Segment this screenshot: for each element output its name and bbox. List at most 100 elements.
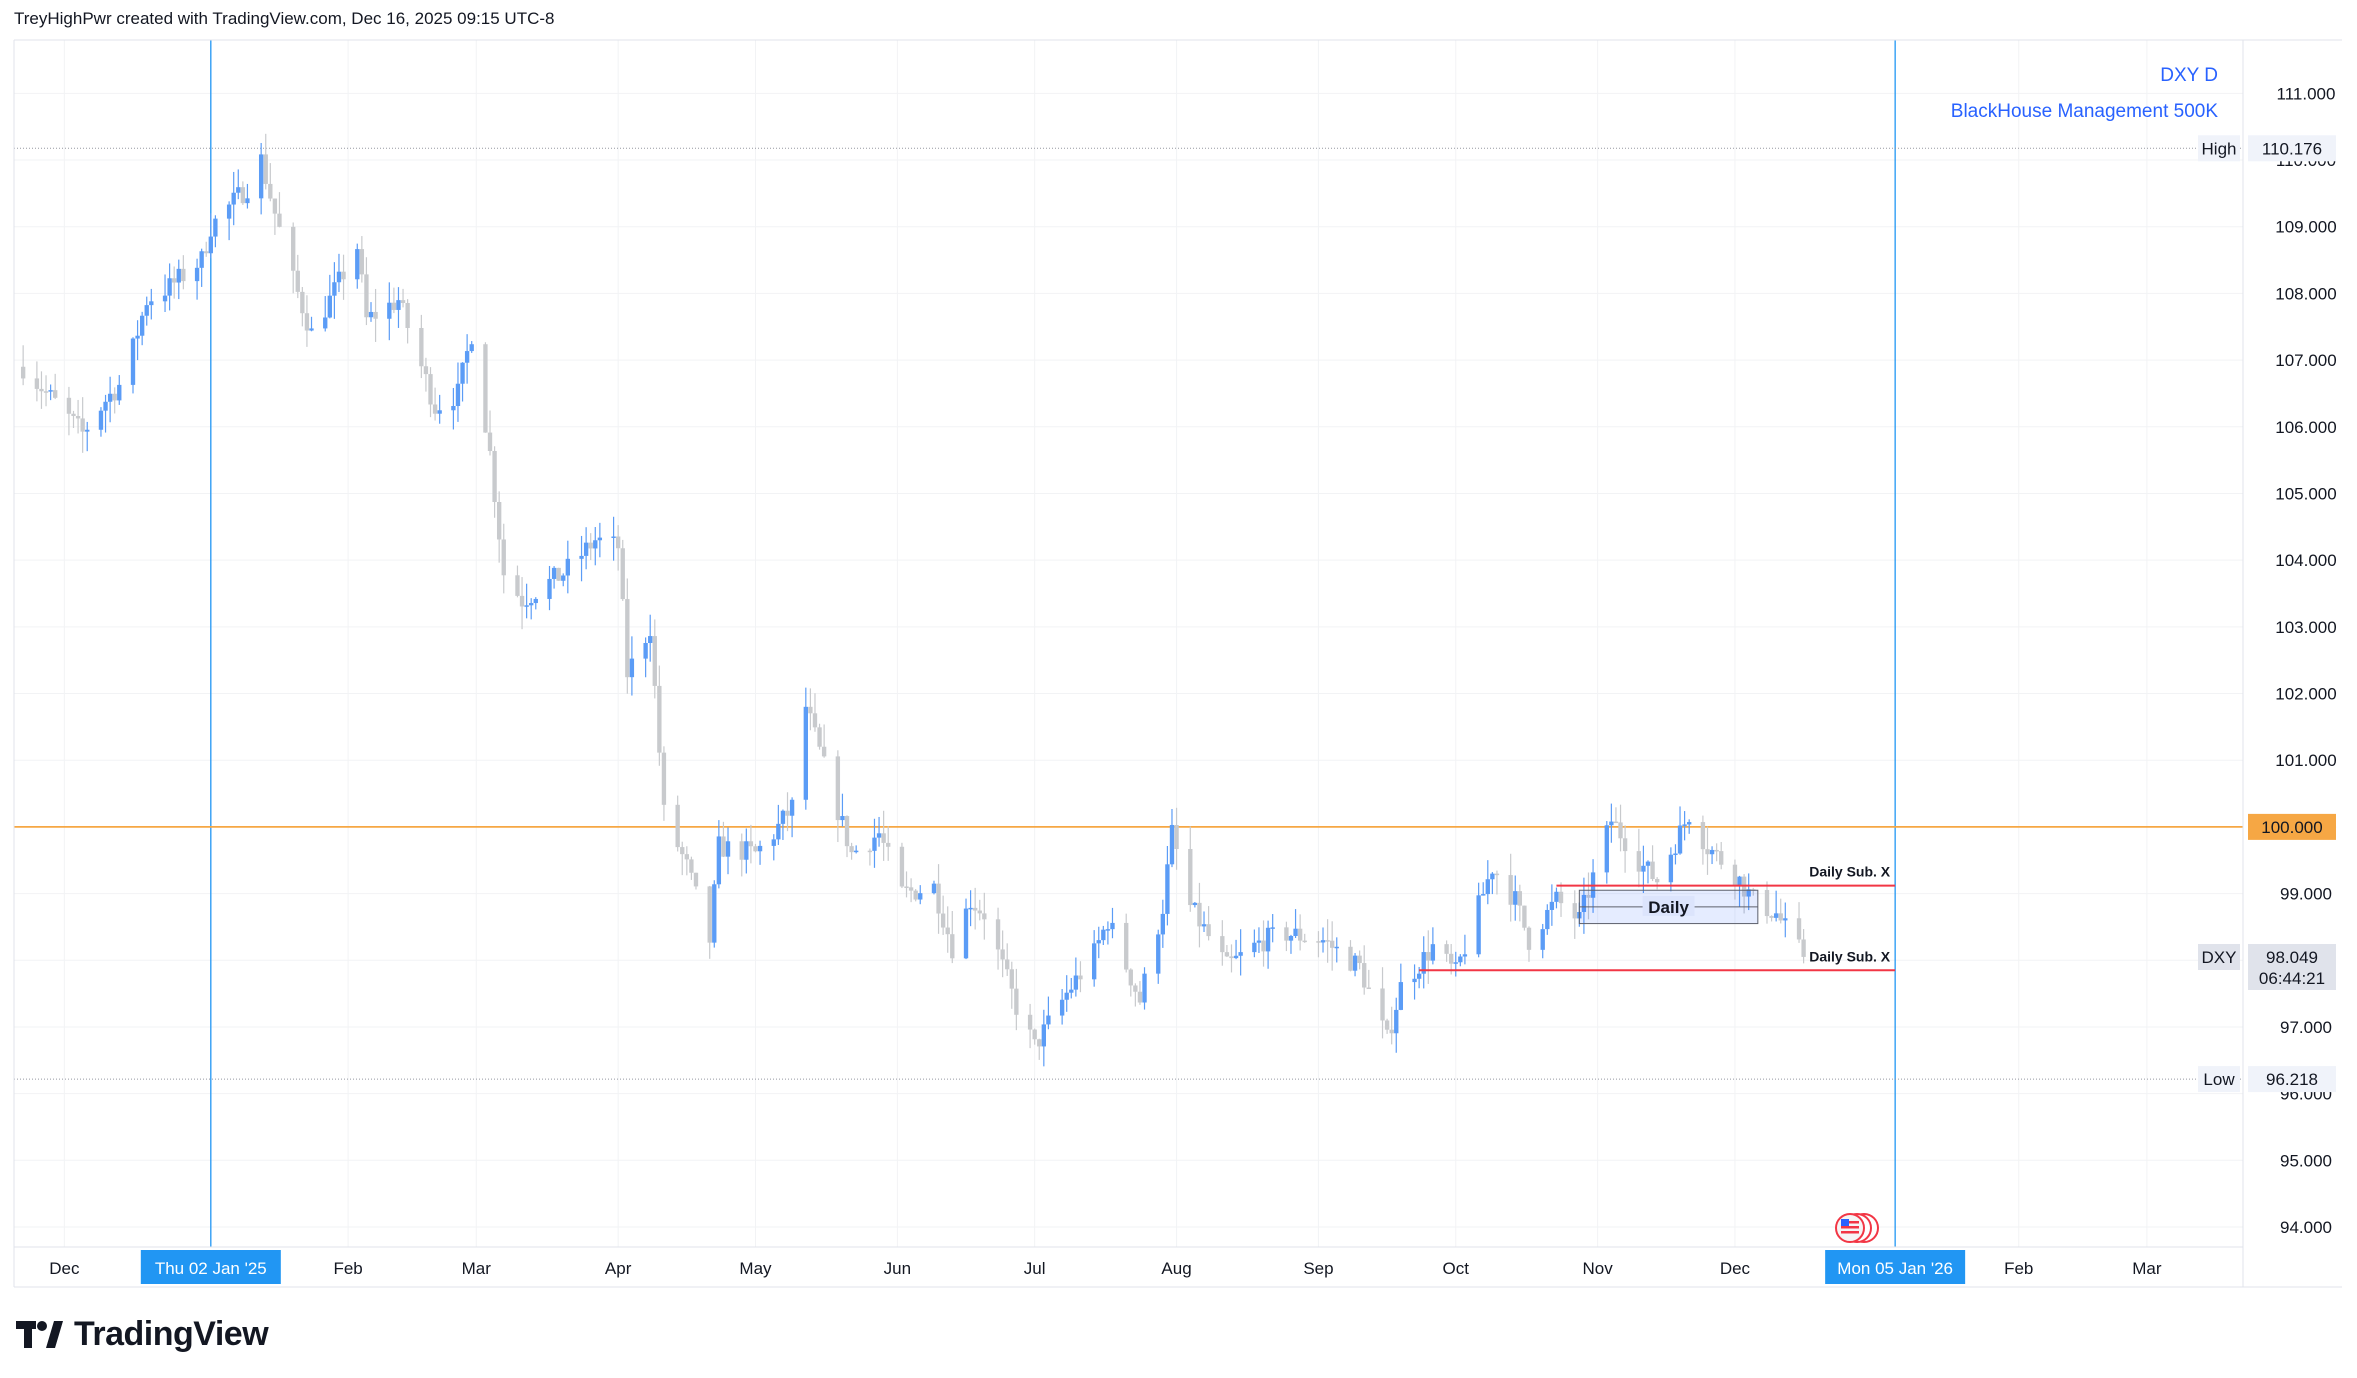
candle-body: [652, 636, 657, 686]
candle-body: [451, 406, 456, 411]
candle: [1169, 809, 1175, 868]
candle-body: [533, 598, 538, 604]
candle-body: [748, 841, 754, 847]
candle: [1032, 1028, 1037, 1045]
candle: [524, 583, 529, 619]
candle-body: [1481, 894, 1486, 896]
x-highlight-label[interactable]: Thu 02 Jan '25: [155, 1259, 267, 1278]
candle-body: [556, 567, 561, 581]
last-price-badge-tag: DXY: [2202, 948, 2237, 967]
candle: [1261, 920, 1266, 967]
high-badge-value: 110.176: [2262, 139, 2322, 158]
candle: [501, 523, 506, 594]
candle-body: [899, 846, 905, 887]
candle: [725, 827, 731, 875]
candle-body: [881, 833, 886, 843]
x-highlight-badge[interactable]: [1825, 1250, 1966, 1284]
candle-body: [1416, 973, 1422, 979]
legend-indicator[interactable]: BlackHouse Management 500K: [1951, 101, 2219, 122]
x-highlight-badge[interactable]: [140, 1250, 281, 1284]
candle-body: [1714, 849, 1719, 852]
candle-body: [1348, 946, 1353, 971]
candle: [355, 243, 360, 289]
price-axis[interactable]: 111.000110.000109.000108.000107.000106.0…: [2275, 84, 2336, 1237]
annotations[interactable]: Daily Daily Sub. X Daily Sub. X: [1419, 864, 1896, 972]
candle: [432, 387, 438, 421]
candle-body: [85, 429, 90, 432]
candle: [1302, 933, 1307, 943]
candle: [1091, 930, 1097, 987]
candle-body: [1064, 992, 1069, 1000]
level-lines: [14, 147, 2243, 1080]
y-tick-label: 94.000: [2280, 1218, 2332, 1237]
candle-body: [1526, 927, 1532, 950]
candle: [400, 288, 406, 308]
candle-body: [940, 913, 946, 928]
candle-body: [1513, 891, 1518, 905]
candle: [1549, 884, 1555, 926]
candle-body: [1426, 952, 1431, 961]
candle-body: [176, 268, 181, 283]
candle-body: [39, 388, 44, 392]
candle: [1705, 826, 1710, 875]
candle-body: [1719, 851, 1724, 865]
time-axis[interactable]: Dec Thu 02 Jan '25 Feb Mar Apr May Jun Jul Aug Se…: [49, 1250, 2162, 1284]
x-tick-label: Apr: [605, 1259, 632, 1278]
candle-body: [277, 213, 282, 227]
legend-symbol[interactable]: DXY D: [2160, 65, 2218, 86]
low-badge-tag-bg: [2198, 1066, 2240, 1093]
x-tick-label: Mar: [2132, 1259, 2162, 1278]
last-price-badge-value-bg: [2248, 943, 2336, 990]
candle: [1238, 929, 1243, 976]
candle-body: [432, 404, 438, 414]
us-flag-event-icon[interactable]: [1835, 1213, 1879, 1243]
candle: [1069, 977, 1074, 999]
candle: [771, 834, 776, 861]
x-highlight-label[interactable]: Mon 05 Jan '26: [1837, 1259, 1953, 1278]
candle-body: [103, 401, 108, 411]
candle-body: [689, 859, 694, 873]
candle: [1160, 899, 1166, 948]
candle-body: [1398, 982, 1404, 1010]
candle-body: [1508, 875, 1513, 905]
candle-body: [1641, 865, 1646, 872]
candle-body: [1252, 942, 1257, 953]
candle: [821, 724, 827, 758]
tradingview-logo[interactable]: TradingView: [16, 1315, 269, 1354]
candle-body: [1302, 940, 1307, 943]
candle: [1508, 853, 1513, 922]
candle-body: [1709, 849, 1715, 855]
candle: [1046, 996, 1051, 1030]
candle: [309, 316, 314, 332]
candle: [1014, 968, 1019, 1031]
candle: [1174, 807, 1179, 870]
candle: [1558, 882, 1564, 917]
candle-body: [1384, 1020, 1390, 1030]
candle-body: [487, 432, 493, 451]
candle-body: [268, 183, 273, 199]
candle: [277, 192, 282, 228]
candle: [556, 567, 561, 581]
candle-body: [1014, 988, 1019, 1015]
candle: [716, 820, 722, 889]
candle: [1421, 936, 1426, 989]
candle: [817, 723, 822, 750]
lower-sub-label: Daily Sub. X: [1809, 948, 1891, 964]
candle-body: [226, 204, 232, 219]
candle-body: [437, 410, 442, 414]
candle-body: [1650, 861, 1655, 879]
candle: [1618, 804, 1623, 852]
x-tick-label: Sep: [1303, 1259, 1333, 1278]
candle: [1513, 875, 1518, 921]
candle-body: [1618, 822, 1623, 839]
candle-body: [519, 595, 525, 607]
candle-body: [1128, 969, 1133, 986]
candle-body: [1430, 944, 1436, 961]
candle: [643, 637, 648, 678]
candle: [808, 688, 813, 731]
candle-body: [972, 907, 978, 911]
candle: [1719, 841, 1724, 870]
candle-body: [611, 536, 616, 538]
candle: [675, 795, 680, 852]
